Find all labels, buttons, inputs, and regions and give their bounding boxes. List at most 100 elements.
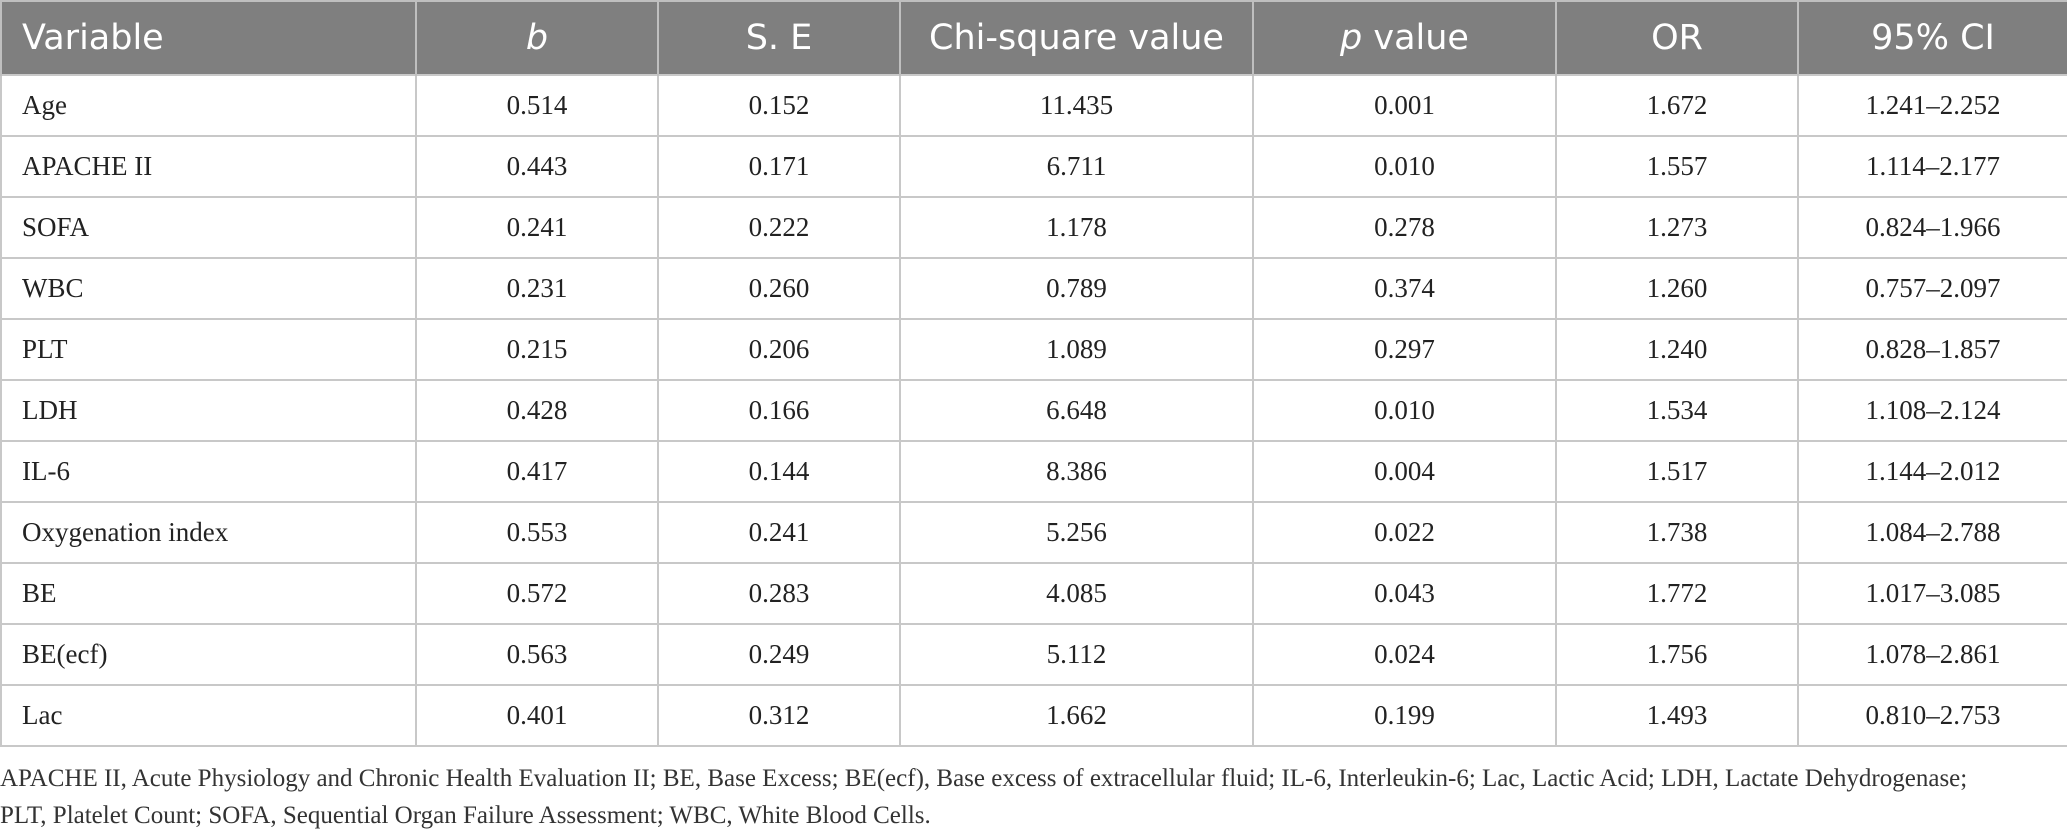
cell-or: 1.772 xyxy=(1555,562,1799,625)
header-se: S. E xyxy=(657,0,901,75)
cell-ci: 1.078–2.861 xyxy=(1797,623,2067,686)
header-p-value-suffix: value xyxy=(1362,18,1469,58)
cell-chi-square: 6.711 xyxy=(899,135,1254,198)
table-row: SOFA 0.241 0.222 1.178 0.278 1.273 0.824–1.966 xyxy=(0,196,2067,259)
table-row: WBC 0.231 0.260 0.789 0.374 1.260 0.757–2.097 xyxy=(0,257,2067,320)
table-footnote: APACHE II, Acute Physiology and Chronic … xyxy=(0,765,1968,829)
cell-variable: LDH xyxy=(0,379,417,442)
cell-chi-square: 6.648 xyxy=(899,379,1254,442)
cell-or: 1.534 xyxy=(1555,379,1799,442)
cell-variable: BE xyxy=(0,562,417,625)
cell-ci: 1.108–2.124 xyxy=(1797,379,2067,442)
table-header: Variable b S. E Chi-square value p value OR 95… xyxy=(0,0,2067,75)
cell-se: 0.171 xyxy=(657,135,901,198)
header-ci-text: 95% CI xyxy=(1871,18,1995,58)
header-row: Variable b S. E Chi-square value p value OR 95… xyxy=(0,0,2067,75)
cell-ci: 1.241–2.252 xyxy=(1797,74,2067,137)
table-row: Age 0.514 0.152 11.435 0.001 1.672 1.241–2.252 xyxy=(0,74,2067,137)
header-chi-square: Chi-square value xyxy=(899,0,1254,75)
cell-b: 0.215 xyxy=(415,318,659,381)
cell-p-value: 0.010 xyxy=(1252,379,1557,442)
header-p-value-italic: p xyxy=(1340,18,1363,58)
cell-se: 0.144 xyxy=(657,440,901,503)
cell-p-value: 0.374 xyxy=(1252,257,1557,320)
cell-chi-square: 1.662 xyxy=(899,684,1254,747)
cell-or: 1.260 xyxy=(1555,257,1799,320)
cell-p-value: 0.024 xyxy=(1252,623,1557,686)
cell-p-value: 0.010 xyxy=(1252,135,1557,198)
cell-or: 1.738 xyxy=(1555,501,1799,564)
table-row: PLT 0.215 0.206 1.089 0.297 1.240 0.828–1.857 xyxy=(0,318,2067,381)
cell-chi-square: 8.386 xyxy=(899,440,1254,503)
cell-b: 0.417 xyxy=(415,440,659,503)
cell-se: 0.241 xyxy=(657,501,901,564)
cell-se: 0.283 xyxy=(657,562,901,625)
cell-ci: 1.084–2.788 xyxy=(1797,501,2067,564)
cell-b: 0.241 xyxy=(415,196,659,259)
table-body: Age 0.514 0.152 11.435 0.001 1.672 1.241–2.252… xyxy=(0,74,2067,747)
header-p-value: p value xyxy=(1252,0,1557,75)
header-variable: Variable xyxy=(0,0,417,75)
cell-variable: IL-6 xyxy=(0,440,417,503)
cell-b: 0.231 xyxy=(415,257,659,320)
cell-b: 0.428 xyxy=(415,379,659,442)
cell-or: 1.273 xyxy=(1555,196,1799,259)
cell-or: 1.557 xyxy=(1555,135,1799,198)
cell-or: 1.517 xyxy=(1555,440,1799,503)
cell-se: 0.249 xyxy=(657,623,901,686)
cell-ci: 0.824–1.966 xyxy=(1797,196,2067,259)
cell-p-value: 0.297 xyxy=(1252,318,1557,381)
cell-variable: Lac xyxy=(0,684,417,747)
cell-ci: 0.810–2.753 xyxy=(1797,684,2067,747)
cell-variable: APACHE II xyxy=(0,135,417,198)
cell-variable: Age xyxy=(0,74,417,137)
header-b: b xyxy=(415,0,659,75)
cell-or: 1.672 xyxy=(1555,74,1799,137)
table-row: IL-6 0.417 0.144 8.386 0.004 1.517 1.144–2.012 xyxy=(0,440,2067,503)
table-row: BE(ecf) 0.563 0.249 5.112 0.024 1.756 1.078–2.… xyxy=(0,623,2067,686)
header-ci: 95% CI xyxy=(1797,0,2067,75)
table-row: Lac 0.401 0.312 1.662 0.199 1.493 0.810–2.753 xyxy=(0,684,2067,747)
cell-se: 0.260 xyxy=(657,257,901,320)
cell-p-value: 0.022 xyxy=(1252,501,1557,564)
header-or-text: OR xyxy=(1651,18,1703,58)
cell-ci: 1.017–3.085 xyxy=(1797,562,2067,625)
cell-p-value: 0.278 xyxy=(1252,196,1557,259)
cell-p-value: 0.043 xyxy=(1252,562,1557,625)
cell-or: 1.493 xyxy=(1555,684,1799,747)
cell-variable: PLT xyxy=(0,318,417,381)
cell-chi-square: 4.085 xyxy=(899,562,1254,625)
cell-chi-square: 1.178 xyxy=(899,196,1254,259)
cell-b: 0.572 xyxy=(415,562,659,625)
cell-se: 0.206 xyxy=(657,318,901,381)
cell-se: 0.222 xyxy=(657,196,901,259)
cell-b: 0.401 xyxy=(415,684,659,747)
cell-chi-square: 11.435 xyxy=(899,74,1254,137)
cell-se: 0.152 xyxy=(657,74,901,137)
cell-se: 0.166 xyxy=(657,379,901,442)
cell-variable: BE(ecf) xyxy=(0,623,417,686)
table-row: LDH 0.428 0.166 6.648 0.010 1.534 1.108–2.124 xyxy=(0,379,2067,442)
table-row: Oxygenation index 0.553 0.241 5.256 0.022 1.7… xyxy=(0,501,2067,564)
cell-se: 0.312 xyxy=(657,684,901,747)
cell-b: 0.553 xyxy=(415,501,659,564)
cell-chi-square: 5.256 xyxy=(899,501,1254,564)
table-row: APACHE II 0.443 0.171 6.711 0.010 1.557 1.114–… xyxy=(0,135,2067,198)
regression-table: Variable b S. E Chi-square value p value OR 95… xyxy=(0,0,2067,747)
cell-variable: Oxygenation index xyxy=(0,501,417,564)
cell-variable: WBC xyxy=(0,257,417,320)
cell-chi-square: 1.089 xyxy=(899,318,1254,381)
cell-p-value: 0.004 xyxy=(1252,440,1557,503)
header-variable-text: Variable xyxy=(22,18,164,58)
cell-b: 0.443 xyxy=(415,135,659,198)
cell-chi-square: 5.112 xyxy=(899,623,1254,686)
table-row: BE 0.572 0.283 4.085 0.043 1.772 1.017–3.085 xyxy=(0,562,2067,625)
cell-b: 0.563 xyxy=(415,623,659,686)
header-se-text: S. E xyxy=(745,18,813,58)
cell-or: 1.240 xyxy=(1555,318,1799,381)
cell-chi-square: 0.789 xyxy=(899,257,1254,320)
cell-ci: 0.757–2.097 xyxy=(1797,257,2067,320)
cell-p-value: 0.001 xyxy=(1252,74,1557,137)
cell-or: 1.756 xyxy=(1555,623,1799,686)
regression-table-container: Variable b S. E Chi-square value p value OR 95… xyxy=(0,0,2067,747)
